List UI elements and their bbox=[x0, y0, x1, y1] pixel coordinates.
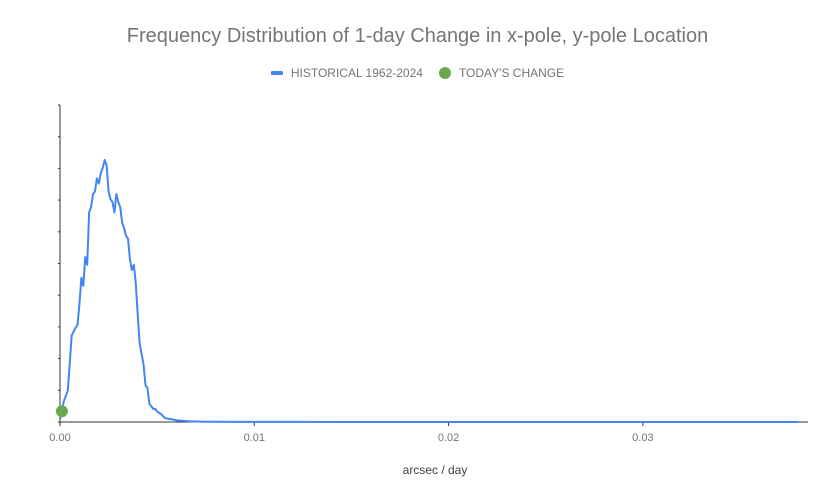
x-tick-label: 0.02 bbox=[438, 432, 459, 444]
legend-item-today[interactable]: TODAY'S CHANGE bbox=[438, 66, 565, 80]
legend-label-historical: HISTORICAL 1962-2024 bbox=[290, 66, 423, 80]
legend-dot-swatch bbox=[438, 67, 451, 79]
chart-title: Frequency Distribution of 1-day Change i… bbox=[126, 25, 709, 47]
x-axis-title: arcsec / day bbox=[403, 463, 468, 477]
chart-legend: HISTORICAL 1962-2024 TODAY'S CHANGE bbox=[0, 66, 835, 80]
legend-line-swatch bbox=[270, 71, 283, 75]
historical-series-line bbox=[59, 159, 799, 423]
marks-group bbox=[55, 159, 799, 423]
x-tick-label: 0.00 bbox=[49, 432, 70, 444]
axes-group: 0.00 0.01 0.02 0.03 bbox=[49, 104, 808, 444]
todays-change-point bbox=[55, 405, 68, 418]
x-tick-label: 0.03 bbox=[632, 432, 653, 444]
legend-label-today: TODAY'S CHANGE bbox=[458, 66, 565, 80]
x-tick-label: 0.01 bbox=[244, 432, 265, 444]
legend-item-historical[interactable]: HISTORICAL 1962-2024 bbox=[270, 66, 423, 80]
